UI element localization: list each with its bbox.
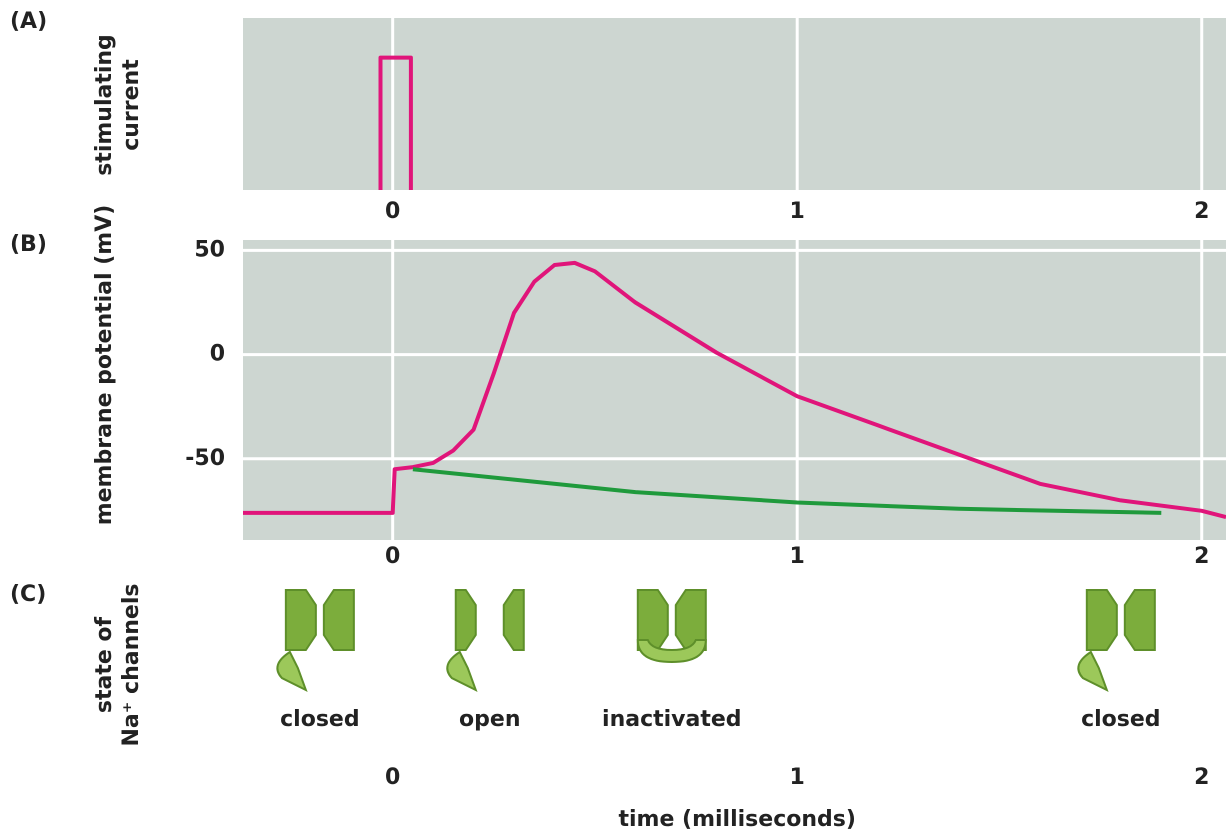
channel-half <box>324 590 354 650</box>
inactivation-gate <box>277 652 306 690</box>
y-axis-label: membrane potential (mV) <box>92 205 117 526</box>
panel-label: (C) <box>10 582 46 607</box>
x-tick-label: 0 <box>385 544 400 569</box>
x-tick-label: 0 <box>385 199 400 224</box>
state-label: inactivated <box>602 707 742 732</box>
channel-icon <box>447 590 523 690</box>
channel-icon <box>277 590 354 690</box>
panel-label: (A) <box>10 9 47 34</box>
channel-half <box>504 590 524 650</box>
y-axis-label: Na⁺ channels <box>119 584 144 747</box>
x-tick-label: 2 <box>1194 544 1209 569</box>
state-label: open <box>459 707 520 732</box>
channel-half <box>1087 590 1117 650</box>
inactivation-gate <box>447 652 476 690</box>
figure: (A) stimulatingcurrent 0 1 2 (B) membrane pote… <box>0 0 1226 833</box>
y-axis-label: state of <box>92 616 117 713</box>
x-axis-label: time (milliseconds) <box>618 807 855 832</box>
panel-label: (B) <box>10 232 47 257</box>
state-label: closed <box>280 707 359 732</box>
x-tick-label: 1 <box>790 765 805 790</box>
y-axis-label: stimulating <box>92 34 117 176</box>
channel-icon <box>1078 590 1155 690</box>
y-tick-label: -50 <box>185 446 225 471</box>
channel-half <box>1125 590 1155 650</box>
y-axis-label: current <box>119 59 144 151</box>
channel-icon <box>638 590 706 662</box>
inactivation-gate <box>638 640 706 662</box>
state-label: closed <box>1081 707 1160 732</box>
x-tick-label: 0 <box>385 765 400 790</box>
plot-background <box>243 18 1226 190</box>
channel-half <box>286 590 316 650</box>
y-tick-label: 50 <box>194 237 225 262</box>
y-tick-label: 0 <box>210 342 225 367</box>
x-tick-label: 2 <box>1194 765 1209 790</box>
plot-background <box>243 240 1226 540</box>
x-tick-label: 1 <box>790 199 805 224</box>
inactivation-gate <box>1078 652 1107 690</box>
channel-half <box>456 590 476 650</box>
x-tick-label: 1 <box>790 544 805 569</box>
x-tick-label: 2 <box>1194 199 1209 224</box>
